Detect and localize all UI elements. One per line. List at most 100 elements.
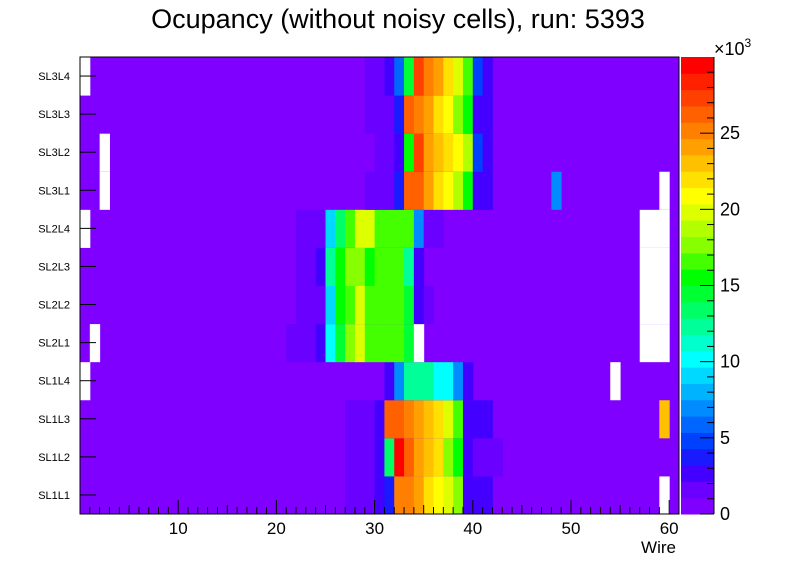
heatmap-cell [462, 475, 474, 515]
heatmap-cell [335, 323, 346, 363]
heatmap-cell [404, 57, 415, 96]
heatmap-row [80, 399, 679, 439]
heatmap-cell [384, 475, 395, 515]
heatmap-cell [659, 399, 670, 439]
heatmap-cell [413, 171, 425, 210]
heatmap-cell [413, 57, 425, 96]
heatmap-cell [305, 247, 317, 286]
heatmap-cell [364, 475, 376, 515]
y-tick-label: SL3L3 [38, 109, 70, 121]
palette-swatch [681, 350, 714, 368]
palette-swatch [681, 105, 714, 123]
heatmap-cell [433, 171, 444, 210]
heatmap-cell [443, 361, 454, 401]
z-tick-label: 25 [720, 123, 740, 143]
z-tick-label: 10 [720, 352, 740, 372]
heatmap-cell [296, 285, 307, 325]
heatmap-cell [315, 323, 326, 363]
palette-swatch [681, 122, 714, 140]
heatmap-cell [384, 285, 395, 325]
heatmap-cell [374, 437, 385, 477]
heatmap-cell [423, 95, 435, 134]
palette-swatch [681, 448, 714, 466]
palette-swatch [681, 236, 714, 254]
heatmap-row [80, 323, 679, 363]
heatmap-cell [384, 247, 395, 286]
heatmap-cell [364, 57, 376, 96]
heatmap-cell [443, 57, 454, 96]
heatmap-cell [443, 133, 454, 172]
z-multiplier-base: ×10 [714, 39, 745, 59]
heatmap-cell [404, 209, 415, 248]
heatmap-cell [453, 171, 464, 210]
heatmap-cell [492, 437, 503, 477]
heatmap-cell [394, 475, 405, 515]
heatmap-cell [472, 57, 484, 96]
heatmap-cell [472, 95, 484, 134]
heatmap-cell [551, 171, 562, 210]
heatmap-cell [482, 133, 493, 172]
palette-swatch [681, 399, 714, 417]
heatmap-cell [443, 399, 454, 439]
heatmap-cell [433, 57, 444, 96]
heatmap-cell [453, 361, 464, 401]
heatmap-cell [345, 247, 356, 286]
heatmap-row [80, 95, 679, 134]
y-tick-label: SL1L2 [38, 452, 70, 464]
heatmap-empty-cell [639, 323, 651, 363]
heatmap-cell [423, 399, 435, 439]
heatmap-cell [354, 247, 366, 286]
heatmap-cell [374, 399, 385, 439]
z-multiplier-exponent: 3 [745, 36, 752, 50]
heatmap-cell [345, 475, 356, 515]
heatmap-cell [433, 133, 444, 172]
heatmap-cell [413, 95, 425, 134]
palette-swatch [681, 220, 714, 238]
heatmap-cell [345, 209, 356, 248]
palette-swatch [681, 285, 714, 303]
heatmap-cell [472, 133, 484, 172]
heatmap-empty-cell [413, 323, 425, 363]
heatmap-cell [374, 171, 385, 210]
heatmap-row [80, 437, 679, 477]
heatmap-cell [296, 323, 307, 363]
x-axis-title: Wire [641, 538, 676, 557]
heatmap-cell [443, 475, 454, 515]
heatmap-cell [364, 285, 376, 325]
heatmap-row [80, 209, 679, 248]
heatmap-cell [433, 475, 444, 515]
heatmap-cell [433, 361, 444, 401]
palette-swatch [681, 318, 714, 335]
heatmap-cell [413, 399, 425, 439]
heatmap-cell [433, 95, 444, 134]
heatmap-cell [404, 437, 415, 477]
heatmap-cell [423, 171, 435, 210]
y-axis-labels: SL1L1 SL1L2 SL1L3 SL1L4 SL2L1 SL2L2 SL2L3 SL2L4… [38, 71, 96, 502]
heatmap-cell [413, 133, 425, 172]
y-tick-label: SL2L4 [38, 223, 70, 235]
heatmap-cell [364, 209, 376, 248]
heatmap-cell [433, 437, 444, 477]
heatmap-cell [374, 209, 385, 248]
heatmap-cell [374, 475, 385, 515]
palette-swatch [681, 497, 714, 515]
heatmap-cell [433, 209, 444, 248]
heatmap-empty-cell [659, 475, 670, 515]
heatmap-row [80, 285, 679, 325]
palette-swatch [681, 171, 714, 189]
heatmap-cell [374, 323, 385, 363]
heatmap-empty-cell [639, 285, 651, 325]
heatmap-cell [354, 209, 366, 248]
heatmap-row-background [80, 361, 679, 401]
heatmap-row [80, 57, 679, 96]
heatmap-cell [384, 57, 395, 96]
heatmap-cell [364, 95, 376, 134]
heatmap-empty-cell [659, 285, 670, 325]
heatmap-cell [384, 361, 395, 401]
heatmap-cell [374, 133, 385, 172]
heatmap-cell [482, 171, 493, 210]
z-multiplier: ×103 [714, 36, 752, 59]
heatmap-cell [305, 209, 317, 248]
heatmap-cell [472, 399, 484, 439]
